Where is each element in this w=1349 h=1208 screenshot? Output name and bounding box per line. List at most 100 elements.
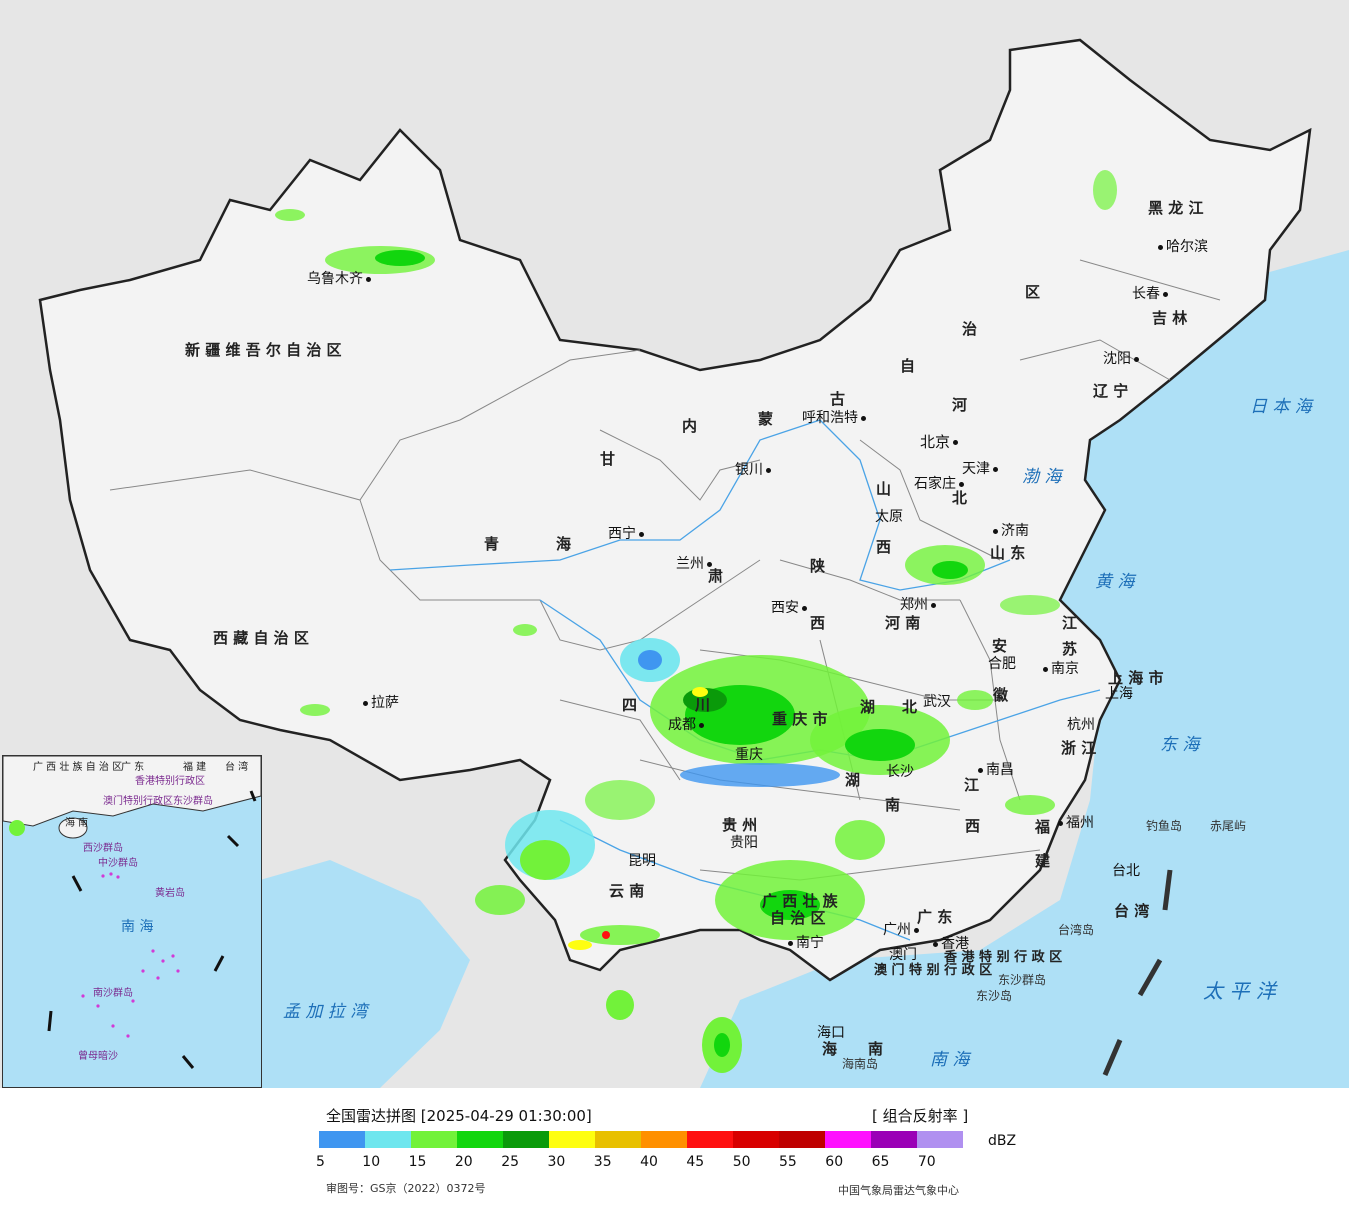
city-marker[interactable]: 长春 xyxy=(1132,283,1171,303)
legend-tick-label: 40 xyxy=(640,1154,658,1170)
map-permit: 审图号：GS京（2022）0372号 xyxy=(326,1182,486,1195)
legend-swatch xyxy=(871,1131,917,1148)
sea-label: 东 海 xyxy=(1160,735,1200,755)
province-label: 古 xyxy=(830,390,846,408)
inset-label: 中沙群岛 xyxy=(98,858,138,869)
province-label: 重 庆 市 xyxy=(772,710,828,728)
data-credit: 中国气象局雷达气象中心 xyxy=(838,1184,959,1197)
city-marker[interactable]: 福州 xyxy=(1055,812,1094,832)
province-label: 河 xyxy=(952,396,968,414)
legend-tick-label: 45 xyxy=(686,1154,705,1170)
sea-label: 太 平 洋 xyxy=(1203,979,1276,1003)
legend-tick-label: 15 xyxy=(408,1154,427,1170)
color-scale xyxy=(319,1131,963,1148)
city-marker[interactable]: 香港 xyxy=(930,933,969,953)
city-marker[interactable]: 成都 xyxy=(668,714,707,734)
city-marker[interactable]: 广州 xyxy=(883,919,922,939)
legend-tick-label: 20 xyxy=(454,1154,473,1170)
inset-label: 黄岩岛 xyxy=(155,888,185,899)
legend-swatch xyxy=(411,1131,457,1148)
city-marker[interactable]: 太原 xyxy=(875,509,903,525)
province-label: 南 xyxy=(885,796,901,814)
city-marker[interactable]: 西安 xyxy=(771,597,810,617)
province-label: 河 南 xyxy=(885,614,921,632)
city-marker[interactable]: 合肥 xyxy=(988,656,1016,672)
city-marker[interactable]: 贵阳 xyxy=(730,835,758,851)
inset-label: 南 海 xyxy=(121,919,154,935)
legend-swatch xyxy=(457,1131,503,1148)
city-marker[interactable]: 重庆 xyxy=(735,747,763,763)
inset-label: 广 西 壮 族 自 治 区 xyxy=(33,762,123,773)
province-label: 北 xyxy=(952,489,968,507)
province-label: 徽 xyxy=(993,686,1009,704)
city-marker[interactable]: 郑州 xyxy=(900,594,939,614)
province-label: 江 xyxy=(964,776,980,794)
legend-swatch xyxy=(549,1131,595,1148)
unit-label: dBZ xyxy=(988,1133,1017,1149)
legend-swatch xyxy=(687,1131,733,1148)
city-marker[interactable]: 南宁 xyxy=(785,932,824,952)
legend-tick-label: 35 xyxy=(593,1154,612,1170)
province-label: 内 xyxy=(682,417,698,435)
province-label: 安 xyxy=(992,637,1008,655)
city-marker[interactable]: 沈阳 xyxy=(1103,348,1142,368)
city-marker[interactable]: 石家庄 xyxy=(914,473,967,493)
city-marker[interactable]: 天津 xyxy=(962,458,1001,478)
legend-swatch xyxy=(641,1131,687,1148)
province-label: 建 xyxy=(1035,852,1051,870)
province-label: 西 xyxy=(810,614,826,632)
city-marker[interactable]: 济南 xyxy=(990,520,1029,540)
legend-tick-label: 5 xyxy=(316,1154,325,1170)
city-marker[interactable]: 昆明 xyxy=(628,853,656,869)
city-marker[interactable]: 哈尔滨 xyxy=(1155,236,1208,256)
inset-label: 香港特别行政区 xyxy=(135,776,205,787)
province-label: 自 xyxy=(900,357,916,375)
radar-map[interactable]: 黑 龙 江 吉 林 辽 宁 区 治 自 古 内 蒙 新 疆 维 吾 尔 自 治 … xyxy=(0,0,1349,1088)
province-label: 海 xyxy=(556,535,572,553)
city-marker[interactable]: 拉萨 xyxy=(360,692,399,712)
city-marker[interactable]: 西宁 xyxy=(608,523,647,543)
city-marker[interactable]: 呼和浩特 xyxy=(802,407,869,427)
city-marker[interactable]: 武汉 xyxy=(923,694,951,710)
legend-swatch xyxy=(503,1131,549,1148)
legend-swatch xyxy=(779,1131,825,1148)
city-marker[interactable]: 乌鲁木齐 xyxy=(307,268,374,288)
city-marker[interactable]: 澳门 xyxy=(889,947,917,963)
city-marker[interactable]: 海口 xyxy=(817,1025,845,1041)
legend-tick-label: 60 xyxy=(825,1154,844,1170)
legend-tick-label: 50 xyxy=(732,1154,751,1170)
inset-label: 福 建 xyxy=(183,762,207,773)
city-marker[interactable]: 台北 xyxy=(1112,863,1140,879)
south-china-sea-inset[interactable]: 广 西 壮 族 自 治 区 广 东 福 建 台 湾 海 南 香港特别行政区 澳门… xyxy=(2,755,262,1088)
island-label: 钓鱼岛 xyxy=(1146,819,1183,833)
inset-label: 广 东 xyxy=(121,762,145,773)
sea-label: 渤 海 xyxy=(1022,467,1062,487)
city-marker[interactable]: 上海 xyxy=(1105,686,1133,702)
province-label: 西 xyxy=(965,817,981,835)
city-marker[interactable]: 南昌 xyxy=(975,759,1014,779)
province-label: 江 xyxy=(1062,614,1078,632)
province-label: 辽 宁 xyxy=(1093,382,1129,400)
province-label: 上 海 市 xyxy=(1108,669,1164,687)
province-label: 甘 xyxy=(600,450,616,468)
legend-footer: 全国雷达拼图 [2025-04-29 01:30:00] [ 组合反射率 ] 5… xyxy=(0,1088,1349,1208)
province-label: 香 港 特 别 行 政 区 xyxy=(944,950,1063,965)
province-label: 南 xyxy=(868,1040,884,1058)
city-marker[interactable]: 银川 xyxy=(735,459,774,479)
city-marker[interactable]: 南京 xyxy=(1040,658,1079,678)
province-label: 福 xyxy=(1035,818,1051,836)
island-label: 东沙群岛 xyxy=(998,973,1047,987)
province-label: 新 疆 维 吾 尔 自 治 区 xyxy=(185,341,342,359)
radar-echoes xyxy=(275,170,1117,1073)
city-marker[interactable]: 北京 xyxy=(920,431,961,452)
city-marker[interactable]: 长沙 xyxy=(886,764,914,780)
province-label: 肃 xyxy=(708,567,724,585)
province-label: 治 xyxy=(962,320,978,338)
inset-label: 南沙群岛 xyxy=(93,988,133,999)
island-label: 台湾岛 xyxy=(1058,923,1095,937)
province-label: 湖 xyxy=(860,698,876,716)
city-marker[interactable]: 杭州 xyxy=(1067,717,1095,733)
province-label: 陕 xyxy=(810,557,826,575)
island-label: 海南岛 xyxy=(842,1057,879,1071)
city-marker[interactable]: 兰州 xyxy=(676,553,715,573)
